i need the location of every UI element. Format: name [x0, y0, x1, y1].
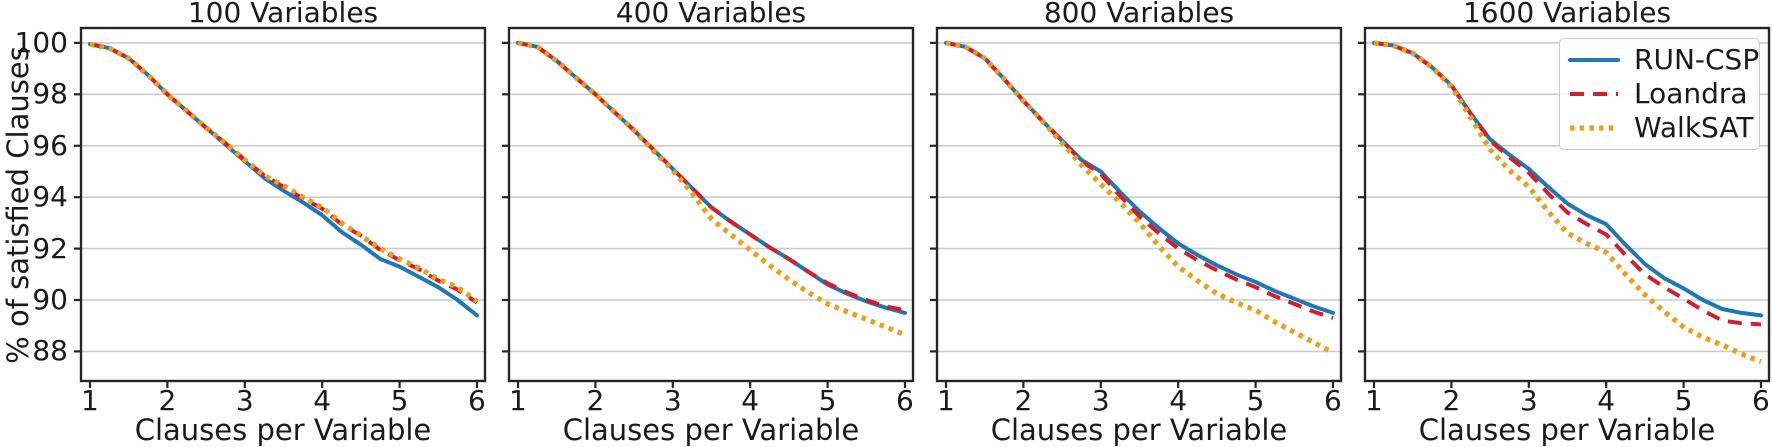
plot-title: 800 Variables	[1043, 0, 1235, 29]
x-tick-label: 4	[741, 384, 760, 417]
x-tick-label: 4	[313, 384, 332, 417]
subplot-400-variables: 400 Variables 1 2 3 4 5 6 Clauses per Variabl…	[502, 0, 915, 446]
x-axis-label: Clauses per Variable	[990, 413, 1288, 447]
plot-canvas	[930, 26, 1343, 388]
x-tick-label: 5	[1246, 384, 1265, 417]
x-tick-label: 6	[1324, 384, 1342, 417]
y-tick-label: 94	[32, 180, 68, 214]
y-tick-label: 98	[32, 77, 68, 111]
x-tick-label: 5	[818, 384, 837, 417]
y-tick-label: 100	[14, 25, 68, 59]
plot-canvas	[502, 26, 915, 388]
x-tick-label: 5	[1674, 384, 1693, 417]
legend-label: WalkSAT	[1634, 111, 1754, 144]
x-tick-label: 1	[81, 384, 99, 417]
legend-line-solid-icon	[1568, 50, 1620, 70]
x-tick-label: 4	[1169, 384, 1188, 417]
y-tick-label: 90	[32, 283, 68, 316]
plot-title: 400 Variables	[615, 0, 807, 29]
x-tick-label: 6	[1752, 384, 1770, 417]
subplot-1600-variables: 1600 Variables 1 2 3 4 5 6 Clauses per Variab…	[1358, 0, 1771, 446]
x-tick-label: 3	[663, 384, 682, 417]
x-tick-label: 3	[1091, 384, 1110, 417]
subplot-100-variables: 100 Variables 1 2 3 4 5 6 88 90 92 94 96 98 100 Cla…	[15, 0, 487, 446]
legend-line-dotted-icon	[1568, 118, 1620, 138]
y-tick-label: 96	[32, 128, 68, 162]
x-tick-label: 6	[896, 384, 914, 417]
x-tick-label: 1	[509, 384, 527, 417]
legend-entry-run-csp: RUN-CSP	[1568, 43, 1759, 77]
x-tick-label: 2	[1442, 384, 1461, 417]
legend-entry-walksat: WalkSAT	[1568, 111, 1754, 145]
legend-line-dashed-icon	[1568, 84, 1620, 104]
x-tick-label: 3	[235, 384, 254, 417]
x-tick-label: 5	[390, 384, 409, 417]
legend-label: RUN-CSP	[1634, 43, 1760, 76]
x-tick-label: 2	[586, 384, 605, 417]
x-axis-label: Clauses per Variable	[562, 413, 860, 447]
x-tick-label: 2	[1014, 384, 1033, 417]
x-tick-label: 6	[468, 384, 486, 417]
y-tick-label: 92	[32, 231, 68, 265]
subplot-800-variables: 800 Variables 1 2 3 4 5 6 Clauses per Variabl…	[930, 0, 1343, 446]
x-axis-label: Clauses per Variable	[134, 413, 432, 447]
plot-canvas	[74, 26, 487, 388]
legend: RUN-CSP Loandra WalkSAT	[1559, 38, 1760, 150]
x-axis-label: Clauses per Variable	[1418, 413, 1716, 447]
legend-entry-loandra: Loandra	[1568, 77, 1751, 111]
x-tick-label: 3	[1519, 384, 1538, 417]
legend-label: Loandra	[1634, 77, 1748, 110]
x-tick-label: 4	[1597, 384, 1616, 417]
x-tick-label: 2	[158, 384, 177, 417]
plot-title: 100 Variables	[187, 0, 379, 29]
plot-title: 1600 Variables	[1462, 0, 1672, 29]
x-tick-label: 1	[1365, 384, 1383, 417]
x-tick-label: 1	[937, 384, 955, 417]
y-tick-label: 88	[32, 334, 68, 368]
